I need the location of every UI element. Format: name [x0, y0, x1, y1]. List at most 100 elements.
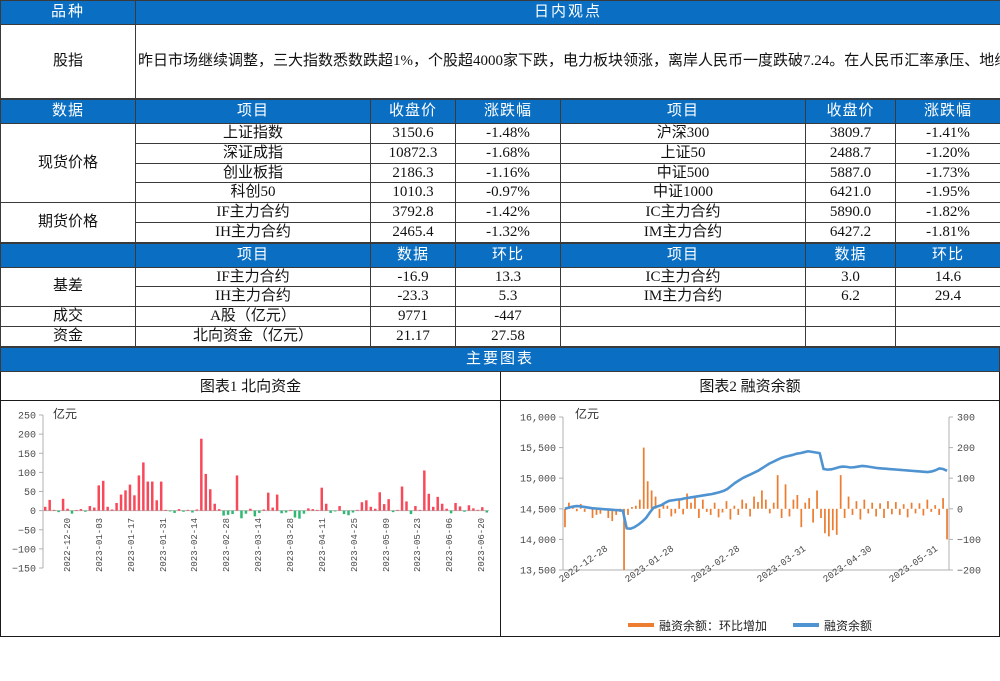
table-row: IH主力合约 2465.4 -1.32% IM主力合约 6427.2 -1.81…	[1, 221, 1000, 243]
bar	[835, 508, 838, 535]
item-name: IC主力合约	[560, 266, 806, 288]
bar	[721, 508, 724, 512]
bar	[155, 499, 158, 511]
item-close: 3150.6	[370, 123, 456, 144]
bar	[694, 496, 696, 509]
bar	[883, 508, 885, 518]
bar	[867, 508, 870, 513]
bar	[137, 474, 141, 511]
svg-text:100: 100	[18, 468, 36, 479]
bar	[611, 508, 614, 521]
bar	[396, 509, 399, 511]
bar	[186, 509, 190, 511]
bar	[745, 502, 748, 509]
bar	[405, 500, 408, 511]
bar	[97, 484, 100, 511]
item-change: 29.4	[895, 286, 1000, 307]
bar	[946, 508, 948, 539]
bar	[910, 502, 913, 509]
bar	[124, 489, 127, 511]
bar	[351, 510, 355, 513]
bar	[204, 473, 208, 511]
item-change: -1.68%	[455, 142, 561, 164]
legend-item-increase: 融资余额：环比增加	[627, 617, 767, 634]
bar	[575, 508, 578, 511]
bar	[894, 501, 897, 509]
item-close: 2488.7	[805, 142, 896, 164]
svg-text:200: 200	[957, 444, 975, 455]
bar	[173, 510, 176, 513]
bar	[356, 509, 359, 511]
bar	[776, 474, 779, 509]
bar	[824, 508, 826, 533]
bar	[128, 484, 132, 511]
bar	[110, 508, 114, 511]
table-row: 期货价格 IF主力合约 3792.8 -1.42% IC主力合约 5890.0 …	[0, 202, 1000, 243]
bar	[642, 447, 645, 509]
bar	[749, 508, 751, 516]
bar	[213, 503, 216, 511]
bar	[43, 506, 47, 511]
bar	[670, 508, 673, 516]
group-label-spot: 现货价格	[0, 123, 136, 203]
bar	[690, 502, 692, 509]
bar	[409, 510, 413, 514]
item-name: IC主力合约	[560, 202, 806, 223]
chart1-xtick: 2023-06-06	[445, 517, 456, 572]
item-name: 科创50	[135, 182, 371, 203]
bar	[284, 510, 288, 513]
bar	[733, 505, 736, 509]
item-close: 5890.0	[805, 202, 896, 223]
bar	[887, 500, 889, 509]
chart1-xtick: 2022-12-20	[62, 517, 73, 572]
chart2-legend: 融资余额：环比增加 融资余额	[501, 617, 999, 634]
bar	[293, 510, 297, 518]
legend-item-increase-swatch	[627, 623, 654, 627]
item-close: 6421.0	[805, 182, 896, 203]
item-change: -1.20%	[895, 142, 1000, 164]
empty-cell	[560, 325, 806, 347]
bar	[302, 510, 306, 514]
svg-text:250: 250	[18, 411, 36, 422]
bar	[423, 469, 426, 511]
bar	[796, 494, 799, 509]
item-change: -0.97%	[455, 182, 561, 203]
bar	[847, 496, 850, 509]
commentary-text: 昨日市场继续调整，三大指数悉数跌超1%，个股超4000家下跌，电力板块领涨，离岸…	[135, 24, 1000, 99]
bar	[454, 502, 457, 511]
bar	[674, 508, 677, 513]
bar	[338, 505, 341, 511]
table-row: 创业板指 2186.3 -1.16% 中证500 5887.0 -1.73%	[1, 162, 1000, 184]
bar	[792, 499, 795, 509]
bar	[666, 505, 669, 509]
price-th-close-right: 收盘价	[805, 99, 896, 124]
bar	[627, 508, 629, 515]
bar	[168, 510, 172, 511]
bar	[266, 492, 270, 511]
bar	[875, 508, 877, 516]
view-table: 品种 日内观点 股指 昨日市场继续调整，三大指数悉数跌超1%，个股超4000家下…	[0, 0, 1000, 99]
item-name: IM主力合约	[560, 286, 806, 307]
bar	[682, 508, 684, 514]
bar	[705, 508, 708, 512]
legend-item-balance-label: 融资余额	[824, 618, 873, 633]
svg-text:0: 0	[30, 507, 36, 518]
bar	[298, 510, 301, 519]
bar	[217, 508, 221, 511]
bar	[311, 508, 315, 511]
bar	[142, 461, 145, 511]
bar	[800, 508, 803, 527]
bar	[938, 508, 941, 515]
bar	[607, 508, 610, 518]
item-name: A股（亿元）	[135, 306, 371, 327]
bar	[635, 505, 637, 509]
bar	[855, 500, 858, 509]
bar	[66, 508, 69, 511]
bar	[159, 481, 163, 511]
chart2-unit-label: 亿元	[575, 406, 600, 421]
item-name: 沪深300	[560, 123, 806, 144]
chart1-xtick: 2023-01-03	[94, 517, 105, 572]
price-th-close-left: 收盘价	[370, 99, 456, 124]
bar	[926, 499, 929, 509]
bar	[70, 510, 74, 514]
